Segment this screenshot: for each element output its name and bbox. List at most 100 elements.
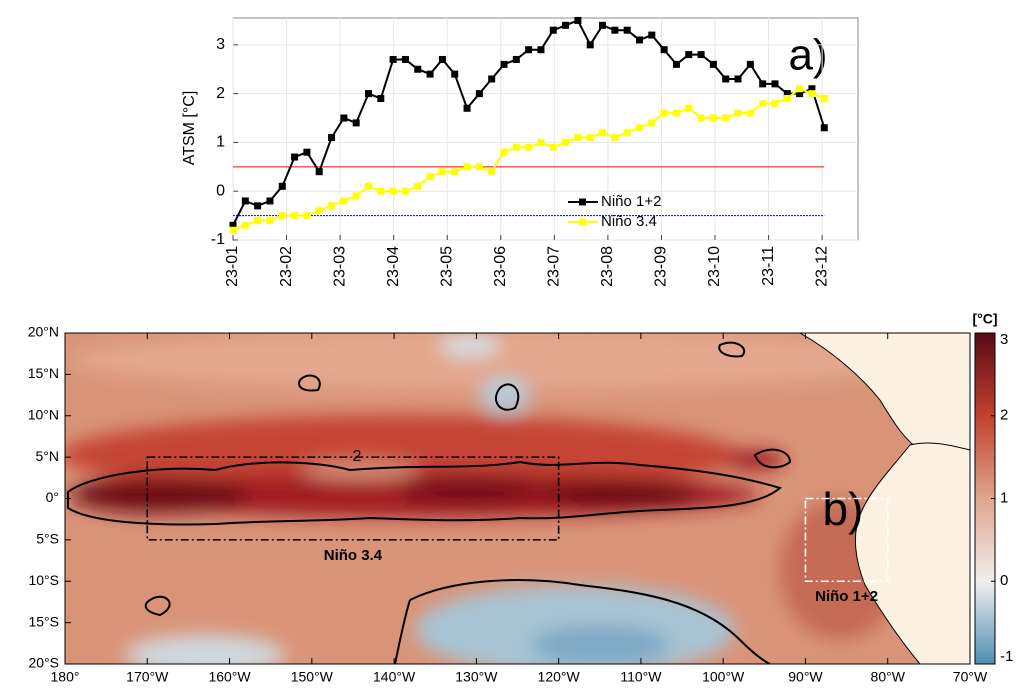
data-point [266, 216, 274, 224]
region-box [804, 497, 889, 583]
data-point [783, 95, 791, 103]
data-point [746, 60, 754, 68]
y-tick-label: 2 [216, 85, 225, 102]
x-tick-label: 130°W [455, 669, 498, 685]
colorbar-tick-label: 3 [1000, 331, 1008, 348]
x-tick-label: 90°W [788, 669, 823, 685]
data-point [635, 124, 643, 132]
data-point [685, 104, 693, 112]
data-point [303, 212, 311, 220]
data-point [820, 124, 828, 132]
y-tick-label: 1 [216, 134, 225, 151]
data-point [574, 16, 582, 24]
data-point [377, 187, 385, 195]
data-point [611, 134, 619, 142]
data-point [648, 119, 656, 127]
data-point [746, 109, 754, 117]
data-point [783, 90, 791, 98]
data-point [611, 26, 619, 34]
data-point [463, 163, 471, 171]
x-tick-label: 150°W [291, 669, 334, 685]
data-point [771, 99, 779, 107]
data-point [426, 70, 434, 78]
data-point [463, 104, 471, 112]
data-point [475, 163, 483, 171]
data-point [771, 80, 779, 88]
data-point [660, 109, 668, 117]
data-point [401, 187, 409, 195]
data-point [722, 75, 730, 83]
data-point [759, 99, 767, 107]
data-point [291, 153, 299, 161]
data-point [549, 26, 557, 34]
x-tick-label: 160°W [208, 669, 251, 685]
x-tick-label: 23-10 [706, 246, 723, 287]
data-point [709, 114, 717, 122]
line-chart: ATSM [°C] a) -1 0 1 2 3 23-01 23-02 23-03 23-04 2… [181, 16, 859, 287]
data-point [451, 168, 459, 176]
data-point [722, 114, 730, 122]
x-tick-label: 170°W [126, 669, 169, 685]
x-tick-label: 180° [51, 669, 80, 685]
data-point [697, 114, 705, 122]
panel-label: a) [788, 31, 827, 80]
x-tick-label: 23-05 [438, 246, 455, 287]
colorbar-tick-label: 2 [1000, 407, 1008, 424]
data-point [685, 51, 693, 59]
colorbar-tick-label: 0 [1000, 572, 1008, 589]
data-point [254, 216, 262, 224]
data-point [549, 143, 557, 151]
data-point [278, 182, 286, 190]
y-tick-label: 5°S [36, 531, 59, 547]
data-point [389, 187, 397, 195]
y-tick-label: 0° [46, 489, 59, 505]
data-point [623, 129, 631, 137]
data-point [488, 168, 496, 176]
legend-marker [579, 198, 586, 206]
data-point [328, 134, 336, 142]
data-point [451, 70, 459, 78]
x-tick-label: 23-01 [224, 246, 241, 287]
data-point [352, 119, 360, 127]
data-point [586, 134, 594, 142]
data-point [401, 55, 409, 63]
y-tick-label: 0 [216, 182, 225, 199]
y-tick-label: 15°N [28, 365, 59, 381]
data-point [734, 75, 742, 83]
data-point [488, 75, 496, 83]
x-tick-label: 23-11 [760, 246, 777, 286]
data-point [364, 90, 372, 98]
data-point [599, 21, 607, 29]
data-point [562, 138, 570, 146]
data-point [229, 221, 237, 229]
legend-label: Niño 1+2 [601, 193, 661, 210]
data-point [672, 109, 680, 117]
map-field [65, 333, 970, 664]
data-point [241, 197, 249, 205]
colorbar-tick-label: 1 [1000, 489, 1008, 506]
data-point [438, 55, 446, 63]
y-axis-label: ATSM [°C] [181, 91, 198, 166]
data-point [266, 197, 274, 205]
data-point [328, 202, 336, 210]
x-tick-label: 23-06 [492, 246, 509, 287]
data-point [291, 212, 299, 220]
data-point [254, 202, 262, 210]
legend-label: Niño 3.4 [601, 213, 657, 230]
data-point [759, 80, 767, 88]
data-point [820, 95, 828, 103]
data-point [352, 192, 360, 200]
data-point [241, 221, 249, 229]
x-tick-label: 23-08 [599, 246, 616, 287]
data-point [475, 90, 483, 98]
data-point [340, 114, 348, 122]
data-point [364, 182, 372, 190]
data-point [635, 36, 643, 44]
x-tick-label: 23-07 [546, 246, 563, 287]
data-point [377, 95, 385, 103]
data-point [562, 21, 570, 29]
data-point [414, 65, 422, 73]
data-point [525, 46, 533, 54]
data-point [537, 138, 545, 146]
data-point [525, 143, 533, 151]
